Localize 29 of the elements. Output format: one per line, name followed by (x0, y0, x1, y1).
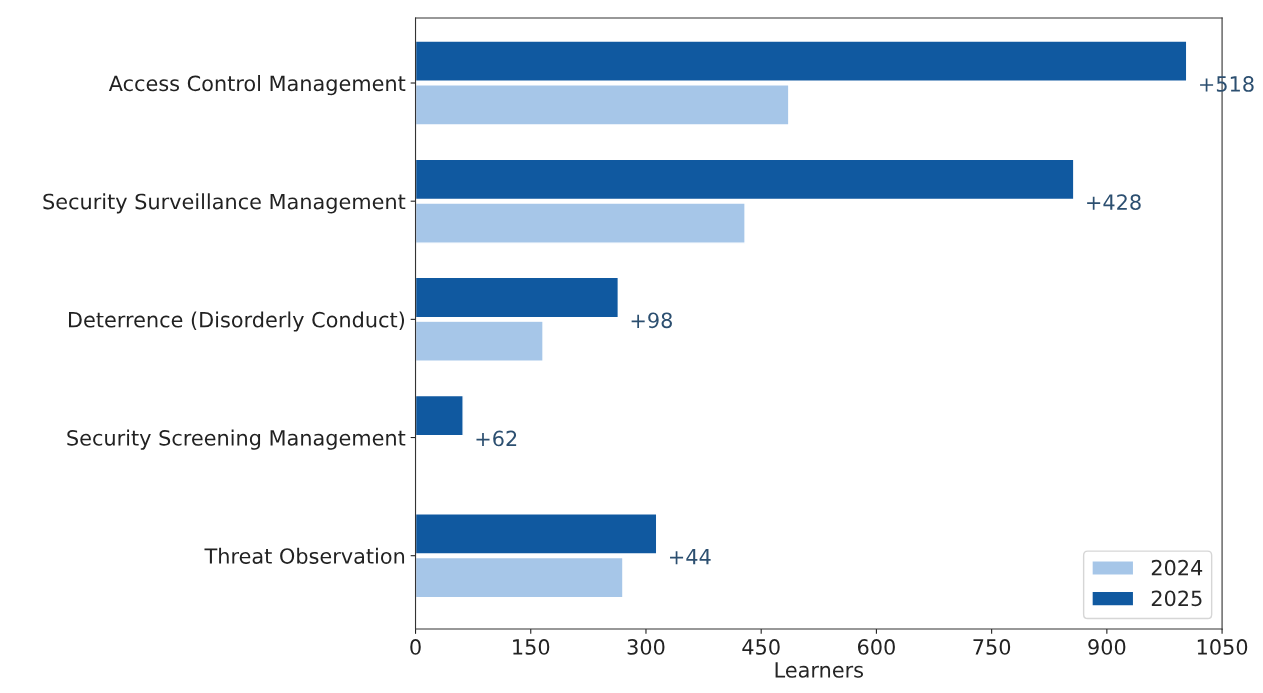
bar (415, 276, 620, 319)
bar (415, 320, 544, 363)
x-tick-label: 0 (410, 639, 421, 655)
x-tick-label: 600 (857, 639, 895, 655)
x-tick-label: 900 (1088, 639, 1126, 655)
bar (415, 158, 1075, 201)
bar (415, 513, 658, 555)
legend-label: 2025 (1151, 590, 1202, 607)
annotation: +44 (670, 549, 711, 565)
bar (415, 84, 790, 126)
x-tick-label: 750 (973, 639, 1011, 655)
x-tick-label: 300 (627, 639, 665, 655)
bar (415, 202, 746, 244)
y-tick-label: Access Control Management (108, 75, 406, 96)
x-axis-title: Learners (775, 662, 864, 678)
annotation: +428 (1087, 194, 1141, 211)
y-tick-label: Security Surveillance Management (43, 193, 406, 214)
y-tick-label: Security Screening Management (67, 429, 406, 450)
y-tick-label: Threat Observation (204, 547, 405, 564)
legend-label: 2024 (1151, 559, 1203, 576)
bar (415, 556, 624, 599)
x-tick-label: 150 (513, 639, 550, 655)
x-tick-label: 1050 (1197, 639, 1248, 655)
y-tick-label: Deterrence (Disorderly Conduct) (69, 311, 405, 332)
x-tick-label: 450 (742, 639, 780, 655)
bar (415, 40, 1188, 82)
annotation: +98 (631, 312, 672, 329)
annotation: +62 (476, 430, 517, 447)
bar (415, 394, 464, 437)
